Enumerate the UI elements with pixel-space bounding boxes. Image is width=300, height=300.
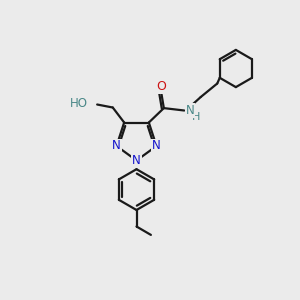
Text: N: N [152, 140, 161, 152]
Text: HO: HO [70, 98, 88, 110]
Text: N: N [132, 154, 141, 167]
Text: O: O [156, 80, 166, 93]
Text: N: N [112, 140, 121, 152]
Text: H: H [191, 112, 200, 122]
Text: N: N [186, 104, 194, 117]
